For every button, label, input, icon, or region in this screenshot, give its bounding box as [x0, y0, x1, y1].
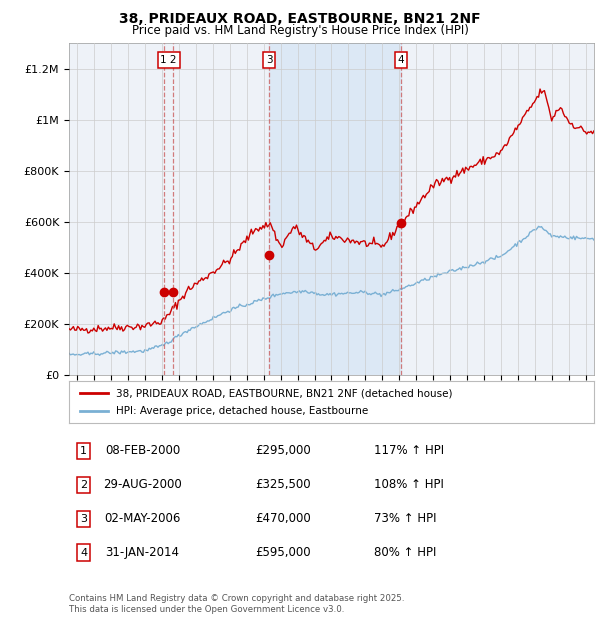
Text: £470,000: £470,000	[255, 512, 311, 525]
Text: 117% ↑ HPI: 117% ↑ HPI	[373, 445, 443, 458]
Text: 3: 3	[80, 513, 87, 524]
Bar	[269, 43, 401, 375]
Text: 38, PRIDEAUX ROAD, EASTBOURNE, BN21 2NF: 38, PRIDEAUX ROAD, EASTBOURNE, BN21 2NF	[119, 12, 481, 27]
Text: 08-FEB-2000: 08-FEB-2000	[105, 445, 180, 458]
Text: 1: 1	[80, 446, 87, 456]
Text: 02-MAY-2006: 02-MAY-2006	[104, 512, 181, 525]
Text: 29-AUG-2000: 29-AUG-2000	[103, 478, 182, 491]
Text: £595,000: £595,000	[255, 546, 311, 559]
Text: Price paid vs. HM Land Registry's House Price Index (HPI): Price paid vs. HM Land Registry's House …	[131, 24, 469, 37]
Text: HPI: Average price, detached house, Eastbourne: HPI: Average price, detached house, East…	[116, 406, 368, 416]
Text: 3: 3	[266, 55, 272, 65]
Text: 4: 4	[397, 55, 404, 65]
Text: 1 2: 1 2	[160, 55, 177, 65]
Text: 4: 4	[80, 547, 87, 557]
Text: 108% ↑ HPI: 108% ↑ HPI	[373, 478, 443, 491]
Text: £325,500: £325,500	[255, 478, 311, 491]
Text: £295,000: £295,000	[255, 445, 311, 458]
Text: 2: 2	[80, 480, 87, 490]
Text: 73% ↑ HPI: 73% ↑ HPI	[373, 512, 436, 525]
Text: 38, PRIDEAUX ROAD, EASTBOURNE, BN21 2NF (detached house): 38, PRIDEAUX ROAD, EASTBOURNE, BN21 2NF …	[116, 388, 453, 398]
Text: 80% ↑ HPI: 80% ↑ HPI	[373, 546, 436, 559]
Text: 31-JAN-2014: 31-JAN-2014	[106, 546, 179, 559]
Text: Contains HM Land Registry data © Crown copyright and database right 2025.
This d: Contains HM Land Registry data © Crown c…	[69, 595, 404, 614]
